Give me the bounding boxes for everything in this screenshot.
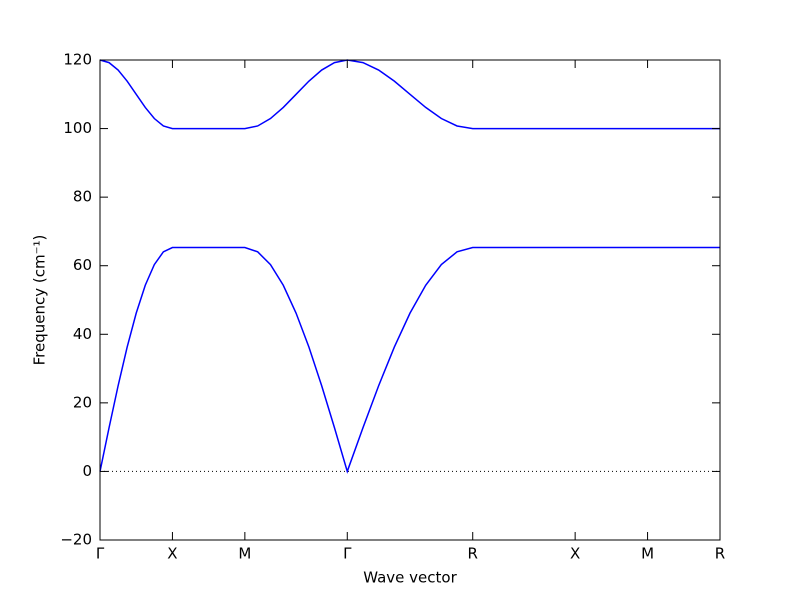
y-tick-label: 120 <box>63 51 92 69</box>
y-tick-label: 100 <box>63 119 92 137</box>
y-tick-label: 80 <box>73 188 92 206</box>
x-tick-label: X <box>167 545 177 563</box>
x-tick-label: M <box>641 545 654 563</box>
x-tick-label: R <box>715 545 725 563</box>
band-line <box>99 246 720 474</box>
y-tick-label: −20 <box>60 531 92 549</box>
y-tick-label: 40 <box>73 325 92 343</box>
y-tick-label: 0 <box>82 462 92 480</box>
x-tick-label: X <box>570 545 580 563</box>
x-tick-label: M <box>238 545 251 563</box>
x-axis-label: Wave vector <box>363 569 457 587</box>
plot-frame <box>99 59 721 541</box>
x-tick-label: Γ <box>343 545 352 563</box>
y-axis-label: Frequency (cm⁻¹) <box>31 235 49 366</box>
y-tick-label: 20 <box>73 393 92 411</box>
x-tick-label: R <box>468 545 478 563</box>
band-line <box>99 59 720 130</box>
y-tick-label: 60 <box>73 256 92 274</box>
x-tick-label: Γ <box>96 545 105 563</box>
